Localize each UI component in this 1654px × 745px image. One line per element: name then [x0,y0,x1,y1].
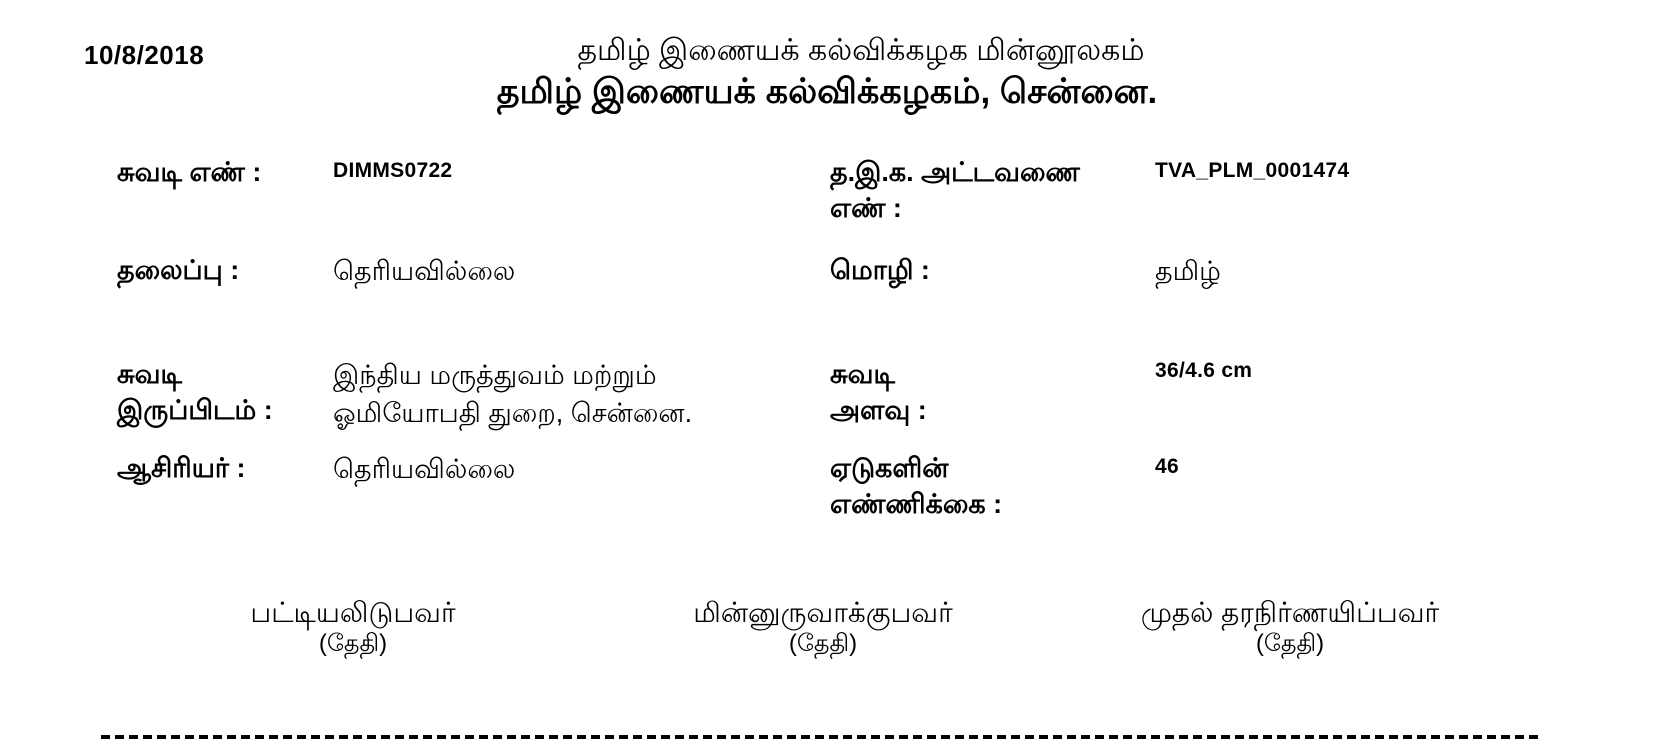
field-label-manuscript-size-line1: சுவடி [830,359,895,389]
field-value-title: தெரியவில்லை [333,256,516,286]
signature-block-digitizer: மின்னுருவாக்குபவர் (தேதி) [693,596,952,658]
field-value-language: தமிழ் [1155,256,1221,286]
field-value-manuscript-no: DIMMS0722 [333,159,453,182]
signature-title-digitizer: மின்னுருவாக்குபவர் [693,597,953,628]
field-value-tva-catalog-no: TVA_PLM_0001474 [1155,159,1350,182]
field-label-manuscript-no: சுவடி எண் : [117,157,262,187]
divider-dashed-line [101,735,1539,739]
field-label-leaf-count-line1: ஏடுகளின் [830,453,949,483]
field-value-manuscript-location-line2: ஓமியோபதி துறை, சென்னை. [333,398,693,428]
signature-date-label-first-quality-assessor: (தேதி) [1255,630,1325,657]
field-label-manuscript-location: சுவடி இருப்பிடம் : [117,356,273,428]
field-value-manuscript-location-line1: இந்திய மருத்துவம் மற்றும் [333,360,657,390]
field-label-leaf-count-line2: எண்ணிக்கை : [830,489,1003,519]
field-label-manuscript-location-line1: சுவடி [117,359,182,389]
field-label-manuscript-size-line2: அளவு : [830,395,927,425]
field-label-tva-catalog-no: த.இ.க. அட்டவணை எண் : [830,154,1080,226]
field-value-leaf-count: 46 [1155,455,1179,478]
signature-block-first-quality-assessor: முதல் தரநிர்ணயிப்பவர் (தேதி) [1141,596,1439,658]
field-label-language: மொழி : [830,255,930,285]
field-label-leaf-count: ஏடுகளின் எண்ணிக்கை : [830,450,1002,522]
site-header-line: தமிழ் இணையக் கல்விக்கழக மின்னூலகம் [577,34,1145,67]
signature-date-label-cataloguer: (தேதி) [318,630,388,657]
page-title: தமிழ் இணையக் கல்விக்கழகம், சென்னை. [496,72,1158,111]
field-label-author: ஆசிரியர் : [117,453,246,483]
signature-date-label-digitizer: (தேதி) [788,630,858,657]
field-label-title: தலைப்பு : [117,255,240,285]
signature-block-cataloguer: பட்டியலிடுபவர் (தேதி) [250,596,455,658]
field-value-manuscript-size: 36/4.6 cm [1155,359,1253,382]
field-label-tva-catalog-no-line2: எண் : [830,193,902,223]
print-date: 10/8/2018 [84,40,205,70]
field-label-manuscript-size: சுவடி அளவு : [830,356,927,428]
field-label-tva-catalog-no-line1: த.இ.க. அட்டவணை [830,157,1080,187]
field-label-manuscript-location-line2: இருப்பிடம் : [117,395,273,425]
signature-title-first-quality-assessor: முதல் தரநிர்ணயிப்பவர் [1140,597,1440,628]
field-value-author: தெரியவில்லை [333,454,516,484]
field-value-manuscript-location: இந்திய மருத்துவம் மற்றும் ஓமியோபதி துறை,… [333,356,692,432]
signature-title-cataloguer: பட்டியலிடுபவர் [250,597,456,628]
